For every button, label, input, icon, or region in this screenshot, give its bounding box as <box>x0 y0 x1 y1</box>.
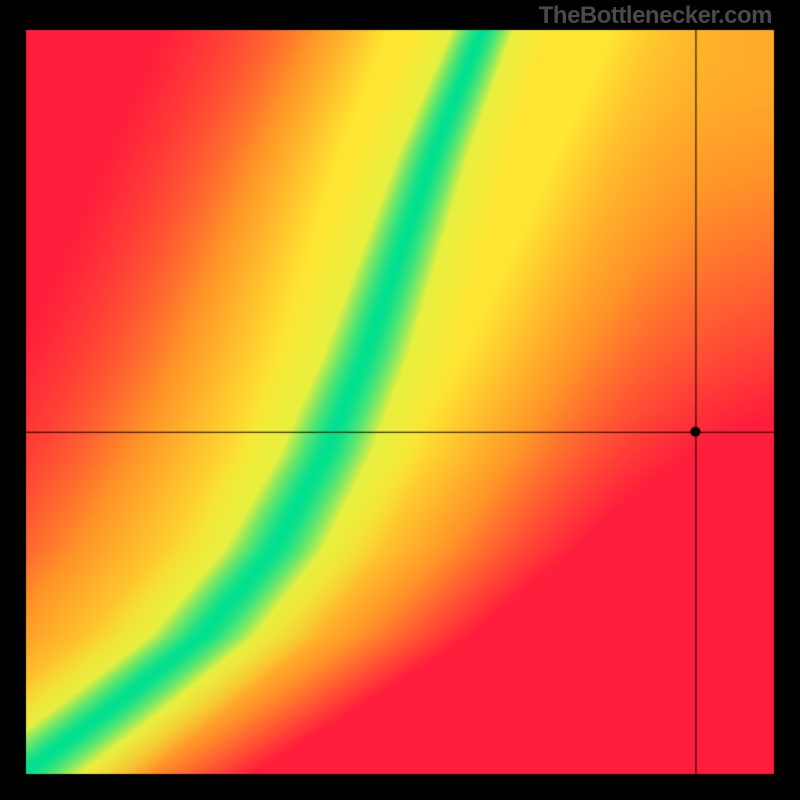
watermark-text: TheBottlenecker.com <box>539 2 772 30</box>
heatmap-canvas <box>0 0 800 800</box>
chart-container: TheBottlenecker.com <box>0 0 800 800</box>
